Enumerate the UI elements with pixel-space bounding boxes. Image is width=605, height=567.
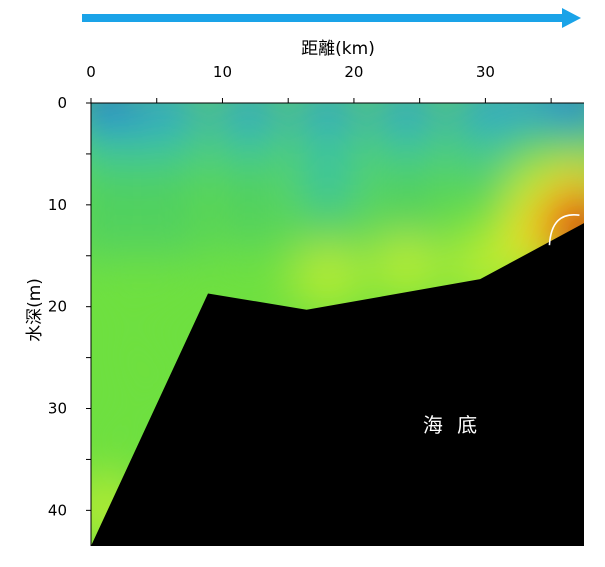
field-sample-33 — [135, 252, 204, 321]
y-tick-label: 10 — [48, 196, 67, 214]
x-tick-label: 10 — [213, 63, 232, 81]
y-tick-label: 40 — [48, 501, 67, 519]
plot-area — [91, 103, 584, 546]
field-sample-35 — [293, 242, 362, 311]
field-sample-34 — [214, 242, 283, 311]
x-tick-label: 0 — [86, 63, 96, 81]
direction-arrow-head — [562, 8, 581, 28]
x-axis-ticks: 0 10 20 30 — [86, 63, 552, 103]
concentration-field — [91, 103, 584, 545]
seabed-area — [91, 223, 584, 546]
x-tick-label: 20 — [344, 63, 363, 81]
y-tick-label: 0 — [57, 94, 67, 112]
field-sample-36 — [372, 231, 441, 300]
direction-arrow — [82, 8, 581, 28]
x-axis-title: 距離(km) — [301, 39, 375, 59]
seabed-label: 海 底 — [423, 413, 481, 437]
field-sample-32 — [91, 252, 152, 321]
y-axis-ticks: 0 10 20 30 40 — [48, 94, 91, 519]
hotspot-contour — [548, 214, 580, 246]
field-sample-25 — [135, 201, 204, 270]
y-axis-title: 水深(m) — [25, 278, 45, 342]
y-tick-label: 20 — [48, 298, 67, 316]
x-tick-label: 30 — [476, 63, 495, 81]
field-sample-24 — [91, 201, 139, 270]
y-tick-label: 30 — [48, 400, 67, 418]
